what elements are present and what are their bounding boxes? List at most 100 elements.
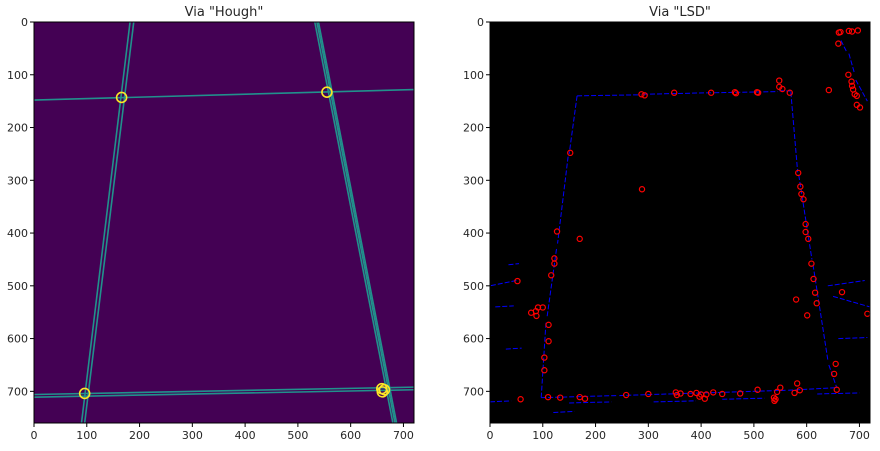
hough-intersection-point (376, 386, 389, 398)
lsd-corner-point (856, 104, 864, 111)
lsd-corner-point (553, 228, 561, 235)
hough-line (33, 386, 415, 396)
lsd-segment (722, 397, 765, 400)
lsd-corner-point (567, 149, 574, 157)
lsd-segment (838, 337, 868, 340)
lsd-corner-point (808, 260, 815, 267)
hough-x-tick-label: 500 (287, 429, 308, 442)
lsd-corner-point (791, 389, 798, 397)
lsd-segment (546, 248, 557, 318)
lsd-segment (817, 392, 860, 395)
hough-y-tick-label: 200 (7, 122, 28, 135)
lsd-corner-point (853, 92, 861, 100)
lsd-corner-point (832, 360, 839, 368)
lsd-x-tick-label: 100 (532, 429, 553, 442)
lsd-segment (557, 156, 569, 244)
hough-x-tick-label: 700 (393, 429, 414, 442)
lsd-segment (541, 395, 617, 399)
lsd-corner-point (514, 277, 521, 285)
lsd-segment (714, 91, 778, 94)
lsd-corner-point (732, 90, 740, 97)
hough-line (313, 21, 394, 424)
lsd-corner-point (754, 89, 762, 96)
lsd-corner-point (731, 88, 739, 96)
lsd-corner-point (777, 384, 784, 391)
lsd-corner-point (581, 395, 589, 402)
lsd-segment (653, 400, 696, 403)
lsd-y-tick-label: 100 (463, 69, 484, 82)
lsd-corner-point (673, 391, 681, 399)
lsd-segment (495, 305, 514, 308)
lsd-corner-point (719, 390, 726, 398)
lsd-axes-frame (489, 21, 871, 424)
lsd-corner-point (835, 40, 842, 47)
lsd-y-tick-label: 0 (477, 16, 484, 29)
lsd-corner-point (837, 28, 844, 36)
lsd-corner-point (677, 390, 684, 397)
lsd-corner-point (638, 91, 645, 98)
lsd-x-tick-label: 400 (691, 429, 712, 442)
lsd-segment (508, 263, 520, 266)
lsd-corner-point (845, 71, 852, 78)
lsd-corner-point (805, 235, 812, 243)
lsd-corner-point (793, 380, 801, 387)
lsd-corner-point (551, 260, 558, 267)
hough-y-tick-label: 400 (7, 227, 28, 240)
hough-intersection-point (115, 91, 128, 104)
lsd-y-axis: 0 100 200 300 400 500 600 700 (463, 16, 490, 398)
lsd-corner-point (533, 312, 540, 320)
lsd-corner-point (548, 272, 555, 279)
lsd-y-tick-label: 300 (463, 174, 484, 187)
lsd-segment (790, 92, 799, 173)
lsd-corner-point (798, 190, 805, 198)
lsd-corner-point (854, 27, 862, 34)
lsd-y-tick-label: 600 (463, 333, 484, 346)
lsd-corner-point (786, 89, 793, 96)
lsd-corner-point (848, 28, 856, 35)
lsd-x-tick-label: 500 (743, 429, 764, 442)
lsd-y-tick-label: 400 (463, 227, 484, 240)
hough-x-tick-label: 0 (31, 429, 38, 442)
lsd-corner-point (622, 391, 630, 399)
lsd-segment (489, 400, 512, 403)
lsd-segment (788, 387, 837, 391)
lsd-x-tick-label: 0 (487, 429, 494, 442)
lsd-corner-point (830, 370, 838, 378)
lsd-segment (577, 94, 641, 97)
lsd-x-tick-label: 200 (585, 429, 606, 442)
lsd-y-tick-label: 700 (463, 385, 484, 398)
lsd-segment (828, 364, 838, 388)
hough-axes-frame (33, 21, 415, 424)
lsd-corner-point (687, 390, 694, 398)
lsd-corner-point (772, 396, 779, 403)
lsd-corner-point (773, 388, 781, 396)
hough-intersection-point (78, 387, 91, 400)
hough-intersection-point (378, 383, 391, 396)
lsd-y-tick-label: 500 (463, 280, 484, 293)
hough-intersection-point (321, 86, 333, 98)
lsd-x-tick-label: 300 (638, 429, 659, 442)
lsd-corner-point (545, 321, 552, 329)
lsd-x-axis: 0 100 200 300 400 500 600 700 (487, 423, 870, 442)
lsd-corner-point (803, 312, 811, 319)
lsd-corner-point (539, 304, 546, 311)
hough-line (83, 21, 135, 424)
lsd-corner-point (736, 390, 744, 397)
lsd-corner-point (811, 289, 819, 296)
lsd-corner-point (544, 393, 552, 401)
lsd-corner-point (802, 228, 809, 236)
hough-x-tick-label: 200 (129, 429, 150, 442)
lsd-corner-point (707, 89, 715, 96)
hough-y-axis: 0 100 200 300 400 500 600 700 (7, 16, 34, 398)
lsd-segment (848, 53, 855, 73)
lsd-image-background (490, 22, 870, 423)
lsd-corner-point (800, 196, 807, 203)
lsd-corner-point (802, 220, 809, 228)
lsd-corner-point (541, 367, 548, 374)
hough-image-background (34, 22, 414, 423)
lsd-x-tick-label: 600 (796, 429, 817, 442)
hough-line (33, 88, 415, 101)
hough-x-tick-label: 100 (76, 429, 97, 442)
